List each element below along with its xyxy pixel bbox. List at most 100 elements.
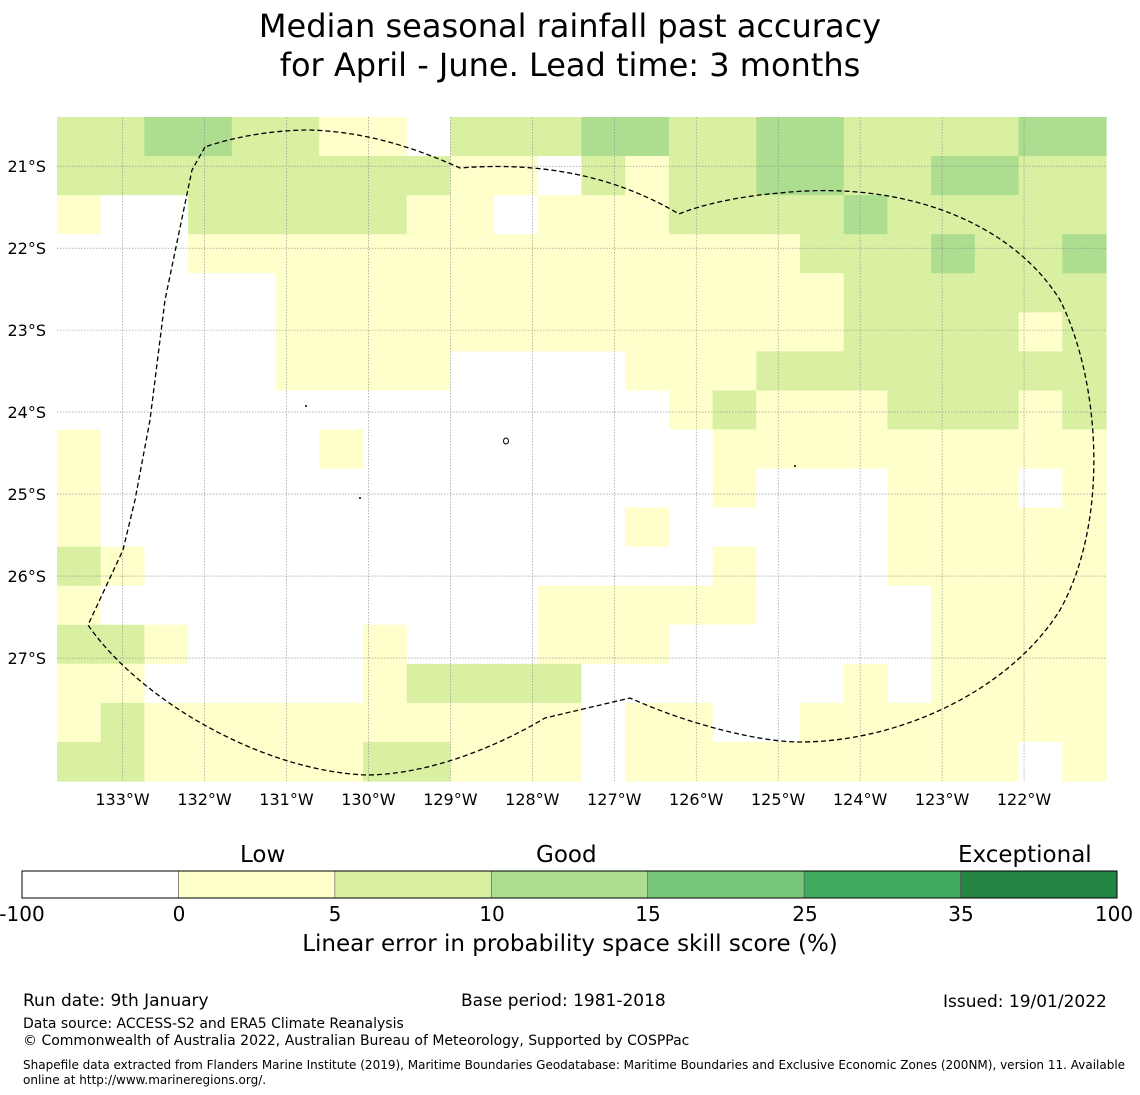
grid-cell — [887, 351, 932, 392]
grid-cell — [712, 273, 757, 313]
grid-cell — [275, 273, 320, 313]
grid-cell — [931, 702, 976, 743]
grid-cell — [406, 585, 451, 626]
grid-cell — [800, 468, 845, 509]
grid-cell — [581, 234, 626, 274]
island-marker — [359, 497, 361, 499]
grid-cell — [144, 468, 189, 509]
grid-cell — [712, 546, 757, 587]
grid-cell — [974, 624, 1020, 665]
grid-cell — [800, 507, 845, 548]
grid-cell — [625, 195, 670, 235]
grid-cell — [319, 390, 364, 431]
grid-cell — [843, 195, 889, 235]
grid-cell — [144, 312, 189, 352]
grid-cell — [537, 234, 583, 274]
grid-cell — [800, 663, 845, 704]
grid-cell — [843, 702, 889, 743]
grid-cell — [188, 624, 233, 665]
grid-cell — [712, 351, 757, 392]
grid-cell — [57, 702, 102, 743]
grid-cell — [1062, 312, 1107, 352]
grid-cell — [319, 312, 364, 352]
grid-cell — [800, 351, 845, 392]
grid-cell — [57, 663, 102, 704]
longitude-label: 123°W — [915, 790, 970, 809]
grid-cell — [231, 663, 277, 704]
grid-cell — [57, 195, 102, 235]
colorbar-header-exceptional: Exceptional — [958, 842, 1092, 868]
grid-cell — [887, 741, 932, 782]
grid-cell — [319, 507, 364, 548]
grid-cell — [406, 156, 451, 196]
grid-cell — [625, 273, 670, 313]
grid-cell — [1062, 390, 1107, 431]
grid-cell — [275, 390, 320, 431]
grid-cell — [231, 312, 277, 352]
grid-cell — [1018, 741, 1063, 782]
colorbar-tick: 10 — [479, 902, 505, 926]
grid-cell — [1062, 546, 1107, 587]
longitude-label: 122°W — [997, 790, 1052, 809]
grid-cell — [843, 468, 889, 509]
grid-cell — [581, 117, 626, 157]
grid-cell — [494, 195, 539, 235]
grid-cell — [625, 390, 670, 431]
grid-cell — [450, 351, 495, 392]
grid-cell — [275, 195, 320, 235]
grid-cell — [931, 468, 976, 509]
grid-cell — [406, 546, 451, 587]
colorbar-segment — [178, 870, 336, 899]
grid-cell — [625, 234, 670, 274]
run-date: Run date: 9th January — [23, 991, 209, 1011]
grid-cell — [668, 195, 714, 235]
grid-cell — [57, 507, 102, 548]
grid-cell — [625, 585, 670, 626]
grid-cell — [712, 312, 757, 352]
island-marker — [305, 405, 307, 407]
grid-cell — [1062, 429, 1107, 470]
grid-cell — [974, 312, 1020, 352]
grid-cell — [931, 117, 976, 157]
grid-cell — [450, 429, 495, 470]
grid-cell — [231, 702, 277, 743]
grid-cell — [581, 468, 626, 509]
grid-cell — [362, 234, 408, 274]
grid-cell — [843, 273, 889, 313]
grid-cell — [231, 585, 277, 626]
grid-cell — [494, 468, 539, 509]
grid-cell — [887, 390, 932, 431]
grid-cell — [1018, 312, 1063, 352]
grid-cell — [1018, 273, 1063, 313]
grid-cell — [1062, 507, 1107, 548]
grid-cell — [931, 507, 976, 548]
longitude-label: 128°W — [505, 790, 560, 809]
grid-cell — [668, 468, 714, 509]
grid-cell — [537, 390, 583, 431]
grid-cell — [319, 585, 364, 626]
grid-cell — [581, 273, 626, 313]
grid-cell — [843, 585, 889, 626]
grid-cell — [450, 390, 495, 431]
grid-cell — [843, 390, 889, 431]
grid-cell — [275, 585, 320, 626]
grid-cell — [144, 195, 189, 235]
grid-cell — [887, 117, 932, 157]
grid-cell — [712, 585, 757, 626]
grid-cell — [1062, 351, 1107, 392]
grid-cell — [1062, 117, 1107, 157]
grid-cell — [275, 117, 320, 157]
grid-cell — [974, 663, 1020, 704]
grid-cell — [843, 312, 889, 352]
grid-cell — [362, 702, 408, 743]
grid-cell — [800, 312, 845, 352]
grid-cell — [581, 546, 626, 587]
grid-cell — [188, 585, 233, 626]
grid-cell — [581, 585, 626, 626]
grid-cell — [57, 624, 102, 665]
colorbar-tick: 5 — [328, 902, 342, 926]
grid-cell — [931, 429, 976, 470]
grid-cell — [100, 351, 146, 392]
chart-title-line1: Median seasonal rainfall past accuracy — [258, 7, 882, 45]
grid-cell — [581, 351, 626, 392]
